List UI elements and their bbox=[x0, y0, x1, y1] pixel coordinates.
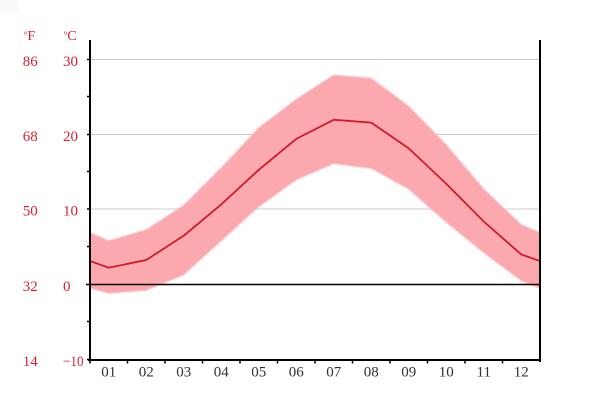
svg-text:02: 02 bbox=[139, 365, 154, 381]
svg-text:09: 09 bbox=[401, 365, 416, 381]
svg-text:50: 50 bbox=[23, 204, 38, 220]
svg-text:°F: °F bbox=[24, 29, 36, 44]
svg-text:10: 10 bbox=[63, 204, 78, 220]
svg-text:−10: −10 bbox=[63, 354, 84, 370]
svg-text:0: 0 bbox=[63, 279, 71, 295]
svg-text:05: 05 bbox=[251, 365, 266, 381]
svg-text:86: 86 bbox=[23, 54, 39, 70]
svg-text:06: 06 bbox=[289, 365, 305, 381]
svg-text:32: 32 bbox=[23, 279, 38, 295]
svg-text:20: 20 bbox=[63, 129, 78, 145]
svg-text:03: 03 bbox=[176, 365, 191, 381]
svg-text:07: 07 bbox=[326, 365, 342, 381]
svg-text:°C: °C bbox=[64, 29, 77, 44]
svg-text:04: 04 bbox=[214, 365, 230, 381]
svg-text:10: 10 bbox=[439, 365, 454, 381]
svg-text:68: 68 bbox=[23, 129, 38, 145]
svg-text:08: 08 bbox=[364, 365, 379, 381]
svg-text:30: 30 bbox=[63, 54, 78, 70]
svg-text:11: 11 bbox=[477, 365, 491, 381]
svg-text:12: 12 bbox=[514, 365, 529, 381]
svg-text:01: 01 bbox=[101, 365, 116, 381]
svg-text:14: 14 bbox=[23, 354, 39, 370]
